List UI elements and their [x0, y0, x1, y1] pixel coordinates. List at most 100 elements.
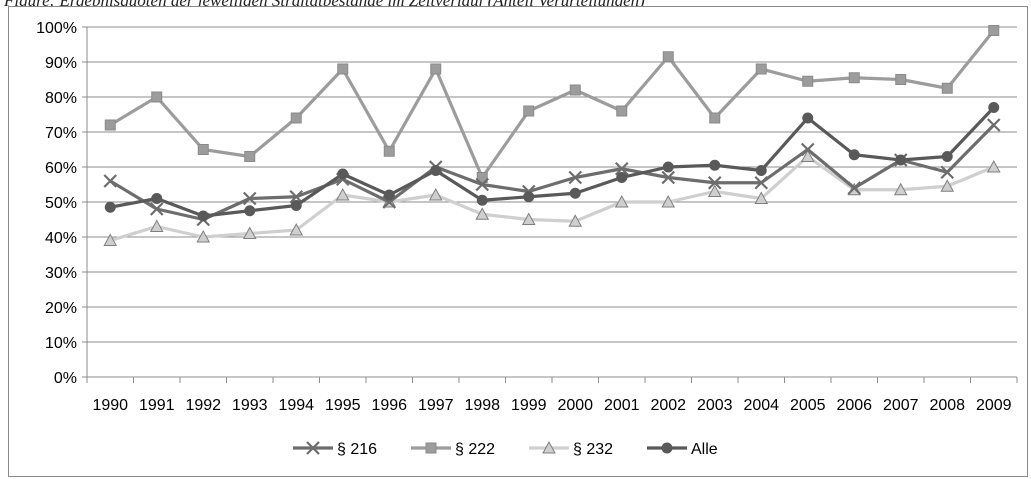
- axes: [82, 26, 1018, 383]
- legend-label: § 232: [573, 441, 613, 458]
- data-point: [103, 174, 118, 188]
- series-line: [109, 106, 995, 218]
- x-tick-label: 2005: [790, 397, 826, 414]
- data-point: [754, 191, 769, 204]
- legend-label: § 222: [455, 441, 495, 458]
- legend: § 216 § 222 § 232 Alle: [293, 440, 718, 458]
- legend-swatch-marker: [306, 441, 320, 455]
- legend-label: Alle: [691, 441, 718, 458]
- legend-item: § 222: [411, 441, 495, 458]
- y-tick-label: 90%: [45, 55, 77, 72]
- data-point: [196, 229, 211, 243]
- data-point: [430, 165, 442, 176]
- data-point: [754, 175, 769, 190]
- x-tick-label: 1994: [278, 397, 314, 414]
- y-tick-label: 100%: [36, 20, 77, 37]
- x-tick-label: 2009: [976, 397, 1012, 414]
- data-point: [940, 179, 955, 192]
- data-point: [337, 168, 349, 180]
- x-tick-label: 1993: [232, 397, 268, 414]
- legend-swatch-marker: [661, 442, 673, 454]
- x-tick-label: 1998: [464, 397, 500, 414]
- x-tick-label: 2008: [929, 397, 965, 414]
- legend-swatch-marker: [542, 440, 556, 454]
- data-point: [289, 222, 304, 236]
- data-point: [707, 175, 722, 190]
- data-point: [893, 182, 908, 196]
- data-point: [383, 145, 395, 157]
- data-point: [151, 193, 163, 204]
- y-axis-ticks: 0% 10% 20% 30% 40% 50% 60% 70% 80% 90% 100%: [36, 20, 77, 387]
- x-tick-label: 2002: [650, 397, 686, 414]
- data-point: [895, 74, 907, 85]
- y-tick-label: 40%: [45, 230, 77, 247]
- series-line: [109, 29, 995, 180]
- legend-item: § 232: [529, 440, 613, 458]
- x-tick-label: 2000: [557, 397, 593, 414]
- data-point: [614, 194, 629, 208]
- y-tick-label: 10%: [45, 335, 77, 352]
- data-point: [290, 112, 302, 124]
- data-point: [149, 202, 164, 216]
- legend-item: § 216: [293, 441, 377, 458]
- data-point: [802, 112, 814, 124]
- data-point: [244, 151, 256, 162]
- data-point: [848, 72, 860, 84]
- series-232: [103, 149, 1001, 246]
- series-line: [109, 154, 995, 243]
- y-tick-label: 60%: [45, 160, 77, 177]
- data-point: [662, 161, 674, 173]
- data-point: [103, 233, 118, 246]
- data-point: [988, 25, 1000, 36]
- y-tick-label: 20%: [45, 300, 77, 317]
- y-tick-label: 50%: [45, 195, 77, 212]
- data-point: [988, 102, 1000, 113]
- data-point: [940, 165, 955, 180]
- data-point: [197, 144, 209, 155]
- series-line: [109, 123, 995, 222]
- data-point: [662, 51, 674, 63]
- x-tick-label: 1992: [185, 397, 221, 414]
- x-tick-label: 2003: [697, 397, 733, 414]
- y-tick-label: 80%: [45, 90, 77, 107]
- data-point: [755, 165, 767, 176]
- x-tick-label: 1999: [511, 397, 547, 414]
- legend-label: § 216: [337, 441, 377, 458]
- data-point: [335, 187, 350, 201]
- data-point: [568, 170, 583, 185]
- data-point: [661, 194, 676, 208]
- series-216: [103, 118, 1001, 227]
- legend-swatch-marker: [425, 442, 437, 454]
- series-alle: [104, 102, 1000, 222]
- x-tick-label: 1991: [139, 397, 175, 414]
- data-point: [104, 119, 116, 131]
- data-point: [707, 184, 722, 197]
- data-point: [197, 210, 209, 222]
- data-point: [709, 159, 721, 171]
- data-point: [337, 63, 349, 75]
- y-tick-label: 30%: [45, 265, 77, 282]
- chart-frame: 0% 10% 20% 30% 40% 50% 60% 70% 80% 90% 100% 1990 19…: [8, 6, 1028, 477]
- y-tick-label: 0%: [54, 370, 77, 387]
- data-point: [244, 205, 256, 217]
- data-point: [709, 112, 721, 124]
- data-point: [569, 187, 581, 199]
- data-point: [802, 75, 814, 87]
- data-point: [847, 181, 862, 195]
- data-point: [614, 161, 629, 176]
- data-point: [895, 154, 907, 166]
- x-tick-label: 1996: [371, 397, 407, 414]
- data-point: [941, 151, 953, 162]
- data-point: [475, 177, 490, 192]
- data-point: [616, 172, 628, 183]
- data-point: [941, 82, 953, 94]
- data-point: [521, 212, 536, 225]
- data-point: [986, 159, 1001, 173]
- data-point: [848, 149, 860, 161]
- data-point: [616, 105, 628, 117]
- x-axis-ticks: 1990 1991 1992 1993 1994 1995 1996 1997 1998 1999…: [92, 397, 1011, 414]
- data-point: [475, 207, 490, 220]
- series-lines: [103, 25, 1001, 246]
- figure-caption: Figure: Ergebnisquoten der jeweiligen St…: [4, 0, 645, 10]
- legend-item: Alle: [647, 441, 718, 458]
